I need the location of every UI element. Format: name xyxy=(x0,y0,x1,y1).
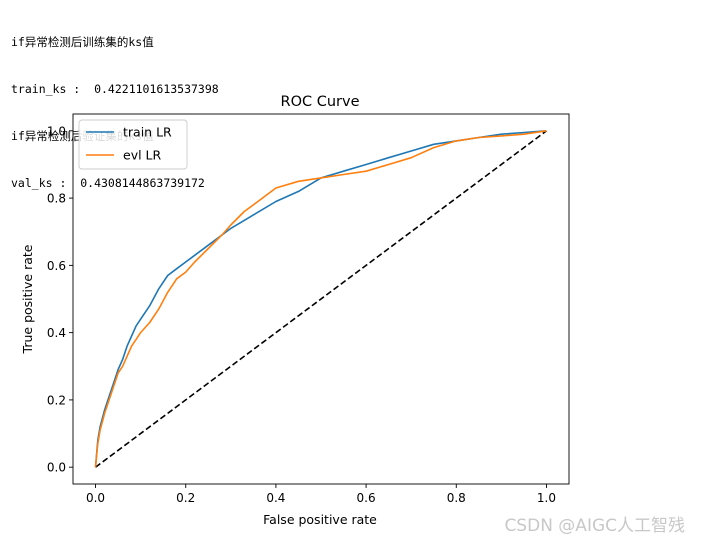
axis-ticks: 0.0 0.2 0.4 0.6 0.8 1.0 0.0 0.2 0.4 0.6 0.8 1.0 xyxy=(47,124,556,505)
x-tick-label: 0.0 xyxy=(86,491,105,505)
x-axis-label: False positive rate xyxy=(263,512,377,527)
y-axis-label: True positive rate xyxy=(20,244,35,354)
series-line-evl-lr xyxy=(94,130,547,468)
x-tick-label: 0.6 xyxy=(357,491,376,505)
console-line-train-heading: if异常检测后训练集的ks值 xyxy=(11,35,154,50)
legend-label-evl-lr: evl LR xyxy=(123,148,161,163)
y-tick-label: 0.8 xyxy=(47,192,66,206)
y-tick-label: 0.0 xyxy=(47,461,66,475)
series-line-chance xyxy=(95,130,547,468)
y-tick-label: 1.0 xyxy=(47,124,66,138)
console-line-val-ks: val_ks : 0.4308144863739172 xyxy=(11,175,205,190)
legend-label-train-lr: train LR xyxy=(123,125,172,140)
y-tick-label: 0.2 xyxy=(47,393,66,407)
chart-title: ROC Curve xyxy=(281,94,360,110)
x-tick-label: 0.4 xyxy=(266,491,285,505)
x-tick-label: 1.0 xyxy=(537,491,556,505)
y-tick-label: 0.4 xyxy=(47,326,66,340)
series-lines xyxy=(94,130,547,468)
watermark: CSDN @AIGC人工智残 xyxy=(504,516,685,536)
legend: train LR evl LR xyxy=(78,119,188,170)
series-line-train-lr xyxy=(94,130,547,468)
x-tick-label: 0.2 xyxy=(176,491,195,505)
plot-frame xyxy=(72,113,570,485)
console-line-train-ks: train_ks : 0.4221101613537398 xyxy=(11,81,219,96)
y-tick-label: 0.6 xyxy=(47,259,66,273)
x-tick-label: 0.8 xyxy=(447,491,466,505)
